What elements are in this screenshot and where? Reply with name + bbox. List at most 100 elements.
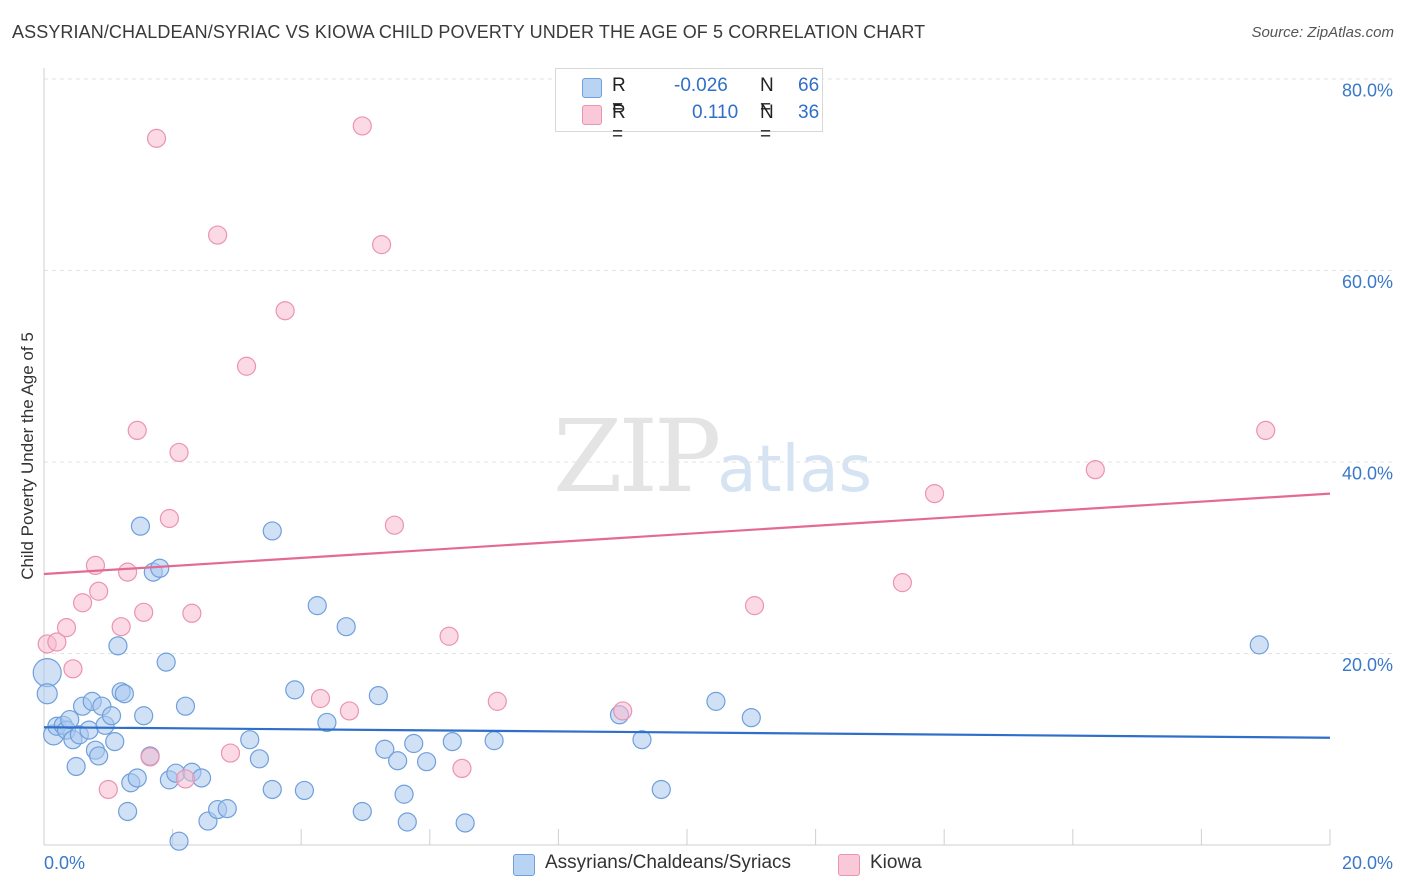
chart-source: Source: ZipAtlas.com: [1251, 24, 1394, 41]
legend-r-label: R =: [612, 75, 626, 118]
legend-r-label: R =: [612, 102, 626, 145]
point-assyrians: [375, 739, 395, 759]
point-assyrians: [336, 617, 356, 637]
point-kiowa: [339, 701, 360, 721]
point-assyrians: [108, 636, 128, 656]
point-assyrians: [285, 680, 305, 700]
point-kiowa: [134, 602, 154, 622]
point-kiowa: [111, 617, 131, 637]
point-kiowa: [352, 116, 372, 136]
point-assyrians: [394, 784, 414, 804]
point-assyrians: [294, 780, 315, 801]
point-kiowa: [159, 508, 179, 529]
point-kiowa: [169, 442, 189, 463]
y-tick-label: 80.0%: [1342, 80, 1393, 100]
point-kiowa: [220, 743, 241, 763]
point-kiowa: [140, 747, 160, 767]
point-assyrians: [101, 706, 122, 726]
stats-legend: R = -0.026 N = 66 R = 0.110 N = 36: [555, 68, 823, 145]
point-assyrians: [130, 516, 151, 536]
point-kiowa: [1256, 420, 1276, 441]
point-assyrians: [455, 813, 475, 833]
point-assyrians: [262, 521, 282, 541]
point-assyrians: [404, 733, 424, 754]
point-kiowa: [175, 769, 196, 789]
trend-line-kiowa: [43, 492, 1331, 576]
legend-r-value-assyrians: -0.026: [674, 75, 728, 96]
point-assyrians: [169, 831, 189, 851]
point-kiowa: [72, 593, 93, 613]
y-tick-label: 40.0%: [1342, 463, 1393, 483]
chart-title: ASSYRIAN/CHALDEAN/SYRIAC VS KIOWA CHILD …: [12, 22, 926, 42]
legend-r-value-kiowa: 0.110: [692, 102, 739, 123]
point-assyrians: [741, 708, 761, 728]
point-kiowa: [452, 758, 472, 779]
point-assyrians: [191, 768, 212, 788]
point-assyrians: [134, 706, 154, 726]
legend-n-label: N =: [760, 102, 774, 145]
point-assyrians: [484, 731, 504, 751]
point-assyrians: [114, 684, 134, 704]
point-assyrians: [397, 812, 417, 832]
y-tick-label: 60.0%: [1342, 272, 1393, 292]
point-kiowa: [384, 515, 405, 535]
point-kiowa: [117, 562, 138, 582]
point-assyrians: [240, 730, 260, 750]
point-kiowa: [439, 626, 459, 646]
x-tick-label: 20.0%: [1342, 853, 1393, 873]
point-assyrians: [262, 779, 282, 800]
legend-n-label: N =: [760, 75, 774, 118]
watermark-zip: ZIP: [553, 398, 721, 515]
point-assyrians: [388, 751, 408, 771]
point-assyrians: [79, 720, 99, 740]
legend-n-value-assyrians: 66: [798, 75, 820, 96]
point-kiowa: [487, 691, 507, 711]
bottom-legend-swatch-kiowa: [838, 854, 860, 876]
point-kiowa: [744, 596, 765, 616]
point-kiowa: [89, 581, 109, 601]
watermark: ZIPatlas: [553, 398, 872, 515]
legend-swatch-kiowa: [582, 105, 602, 125]
point-assyrians: [1249, 635, 1269, 655]
point-assyrians: [32, 658, 62, 688]
point-assyrians: [175, 696, 196, 716]
x-tick-label: 0.0%: [44, 853, 85, 873]
point-assyrians: [317, 712, 337, 733]
point-assyrians: [651, 779, 671, 800]
legend-swatch-assyrians: [582, 78, 602, 98]
point-assyrians: [249, 749, 270, 769]
point-assyrians: [127, 768, 147, 788]
point-assyrians: [66, 756, 86, 777]
point-kiowa: [892, 573, 913, 593]
point-kiowa: [275, 301, 295, 321]
bottom-legend-swatch-assyrians: [513, 854, 535, 876]
point-kiowa: [613, 701, 633, 721]
point-assyrians: [442, 731, 462, 752]
point-kiowa: [924, 483, 945, 504]
point-kiowa: [310, 688, 331, 709]
point-kiowa: [182, 603, 202, 623]
point-assyrians: [60, 709, 80, 730]
point-assyrians: [416, 752, 437, 772]
point-assyrians: [117, 801, 138, 822]
point-assyrians: [36, 683, 58, 705]
point-assyrians: [105, 731, 125, 752]
bottom-legend-label-assyrians: Assyrians/Chaldeans/Syriacs: [545, 852, 792, 873]
point-kiowa: [47, 632, 67, 652]
watermark-atlas: atlas: [717, 433, 872, 507]
y-axis-label: Child Poverty Under the Age of 5: [18, 332, 37, 580]
point-kiowa: [208, 225, 228, 245]
point-kiowa: [63, 659, 83, 679]
point-assyrians: [89, 746, 109, 766]
point-assyrians: [632, 730, 652, 750]
point-assyrians: [352, 801, 372, 822]
point-assyrians: [217, 799, 237, 819]
point-kiowa: [146, 128, 167, 148]
y-tick-label: 20.0%: [1342, 655, 1393, 675]
point-kiowa: [56, 618, 77, 638]
point-kiowa: [1085, 460, 1105, 480]
legend-n-value-kiowa: 36: [798, 102, 820, 123]
point-assyrians: [156, 652, 176, 672]
point-assyrians: [368, 686, 388, 706]
